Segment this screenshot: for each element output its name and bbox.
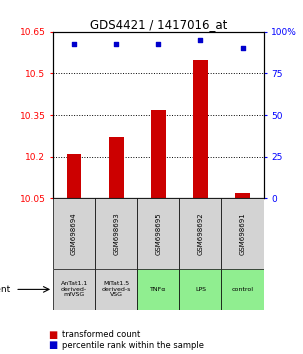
Bar — [221, 269, 264, 310]
Bar — [95, 269, 137, 310]
Text: percentile rank within the sample: percentile rank within the sample — [62, 341, 204, 350]
Text: ■: ■ — [48, 330, 58, 339]
Text: GSM698693: GSM698693 — [113, 212, 119, 255]
Bar — [221, 198, 264, 269]
Text: TNFα: TNFα — [150, 287, 167, 292]
Point — [156, 41, 161, 46]
Point — [72, 41, 76, 46]
Bar — [53, 269, 95, 310]
Text: control: control — [231, 287, 254, 292]
Text: GSM698694: GSM698694 — [71, 212, 77, 255]
Point — [198, 37, 203, 43]
Bar — [193, 59, 208, 198]
Bar — [109, 137, 124, 198]
Bar — [137, 198, 179, 269]
Bar — [179, 198, 221, 269]
Bar — [151, 109, 166, 198]
Bar — [67, 154, 82, 198]
Text: MiTat1.5
derived-s
VSG: MiTat1.5 derived-s VSG — [102, 281, 131, 297]
Bar — [137, 269, 179, 310]
Point — [240, 46, 245, 51]
Text: GSM698692: GSM698692 — [198, 212, 203, 255]
Title: GDS4421 / 1417016_at: GDS4421 / 1417016_at — [90, 18, 227, 31]
Text: GSM698695: GSM698695 — [155, 212, 161, 255]
Text: transformed count: transformed count — [62, 330, 140, 339]
Text: GSM698691: GSM698691 — [240, 212, 245, 255]
Point — [114, 41, 119, 46]
Bar — [53, 198, 95, 269]
Text: LPS: LPS — [195, 287, 206, 292]
Text: agent: agent — [0, 285, 11, 294]
Bar — [95, 198, 137, 269]
Text: AnTat1.1
derived-
mfVSG: AnTat1.1 derived- mfVSG — [61, 281, 88, 297]
Text: ■: ■ — [48, 340, 58, 350]
Bar — [235, 193, 250, 198]
Bar — [179, 269, 221, 310]
